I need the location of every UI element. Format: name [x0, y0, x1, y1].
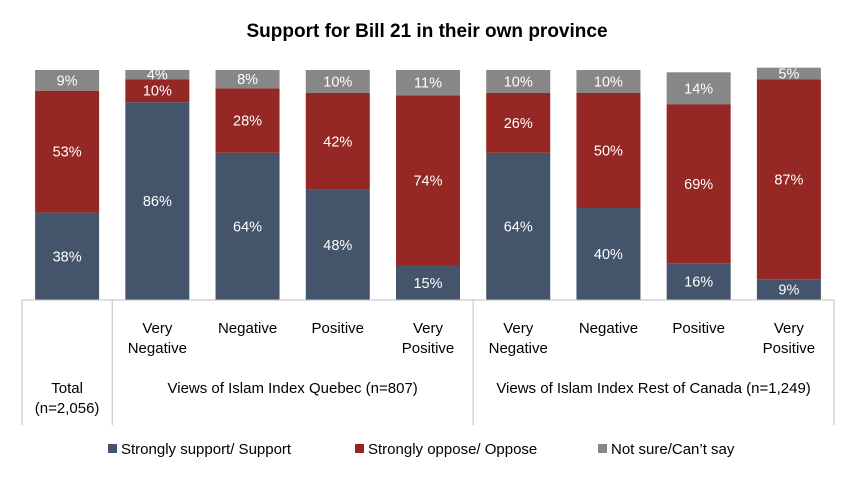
data-label: 42%	[323, 134, 352, 150]
data-label: 69%	[684, 177, 713, 193]
category-label: Very Positive	[763, 320, 816, 357]
chart-title: Support for Bill 21 in their own provinc…	[246, 21, 607, 42]
data-label: 87%	[774, 172, 803, 188]
category-label: Very Negative	[128, 320, 187, 357]
legend-swatch-1	[108, 444, 117, 453]
data-label: 9%	[57, 73, 78, 89]
bar-segment-2-9	[756, 79, 821, 280]
data-label: 86%	[143, 194, 172, 210]
data-label: 40%	[594, 247, 623, 263]
legend-swatch-2	[355, 444, 364, 453]
bars-layer: 38%53%9%86%10%4%64%28%8%48%42%10%15%74%1…	[35, 66, 821, 300]
data-label: 64%	[233, 219, 262, 235]
data-label: 38%	[53, 249, 82, 265]
legend: Strongly support/ Support Strongly oppose…	[108, 441, 735, 458]
bar-segment-3-3	[215, 70, 280, 89]
bar-segment-2-3	[215, 88, 280, 153]
data-label: 10%	[323, 75, 352, 91]
bar-segment-1-8	[666, 263, 731, 300]
bar-segment-3-6	[486, 70, 551, 93]
group-label-2: Views of Islam Index Rest of Canada (n=1…	[496, 380, 810, 397]
category-axis: Total (n=2,056) Very Negative Negative Positi…	[21, 299, 835, 425]
category-label: Positive	[672, 320, 725, 337]
group-label-1: Views of Islam Index Quebec (n=807)	[168, 380, 418, 397]
data-label: 9%	[778, 283, 799, 299]
data-label: 28%	[233, 114, 262, 130]
bar-segment-3-4	[305, 70, 370, 93]
data-label: 5%	[778, 66, 799, 82]
category-label: Very Negative	[489, 320, 548, 357]
bar-segment-3-5	[396, 70, 460, 96]
legend-label-3: Not sure/Can’t say	[611, 441, 735, 458]
bar-segment-1-6	[486, 152, 551, 300]
data-label: 53%	[53, 145, 82, 161]
data-label: 10%	[143, 84, 172, 100]
bar-segment-3-7	[576, 70, 641, 93]
data-label: 50%	[594, 144, 623, 160]
data-label: 10%	[594, 75, 623, 91]
category-label: Negative	[218, 320, 277, 337]
category-label: Total (n=2,056)	[35, 380, 100, 417]
bar-segment-1-7	[576, 208, 641, 300]
bar-segment-2-5	[396, 95, 460, 266]
category-label: Very Positive	[402, 320, 455, 357]
data-label: 26%	[504, 116, 533, 132]
bar-segment-1-9	[756, 279, 821, 300]
legend-label-1: Strongly support/ Support	[121, 441, 292, 458]
data-label: 48%	[323, 238, 352, 254]
legend-swatch-3	[598, 444, 607, 453]
category-label: Negative	[579, 320, 638, 337]
data-label: 10%	[504, 75, 533, 91]
bar-segment-2-1	[35, 90, 100, 213]
data-label: 15%	[413, 276, 442, 292]
bar-segment-1-5	[396, 265, 460, 300]
bar-segment-3-9	[756, 67, 821, 80]
bar-segment-3-2	[125, 70, 190, 80]
legend-label-2: Strongly oppose/ Oppose	[368, 441, 537, 458]
bar-segment-2-2	[125, 79, 190, 103]
data-label: 16%	[684, 275, 713, 291]
data-label: 74%	[413, 173, 442, 189]
bar-segment-2-4	[305, 93, 370, 190]
data-label: 64%	[504, 219, 533, 235]
bar-segment-3-1	[35, 70, 100, 91]
bar-segment-1-3	[215, 152, 280, 300]
bar-segment-1-1	[35, 212, 100, 300]
data-label: 14%	[684, 81, 713, 97]
bar-segment-1-4	[305, 189, 370, 300]
bar-segment-2-6	[486, 93, 551, 153]
category-label: Positive	[312, 320, 365, 337]
data-label: 11%	[414, 76, 442, 92]
bar-segment-3-8	[666, 72, 731, 105]
data-label: 4%	[147, 68, 168, 84]
bar-segment-2-8	[666, 104, 731, 264]
bar-segment-2-7	[576, 93, 641, 208]
data-label: 8%	[237, 72, 258, 88]
bar-segment-1-2	[125, 102, 190, 300]
